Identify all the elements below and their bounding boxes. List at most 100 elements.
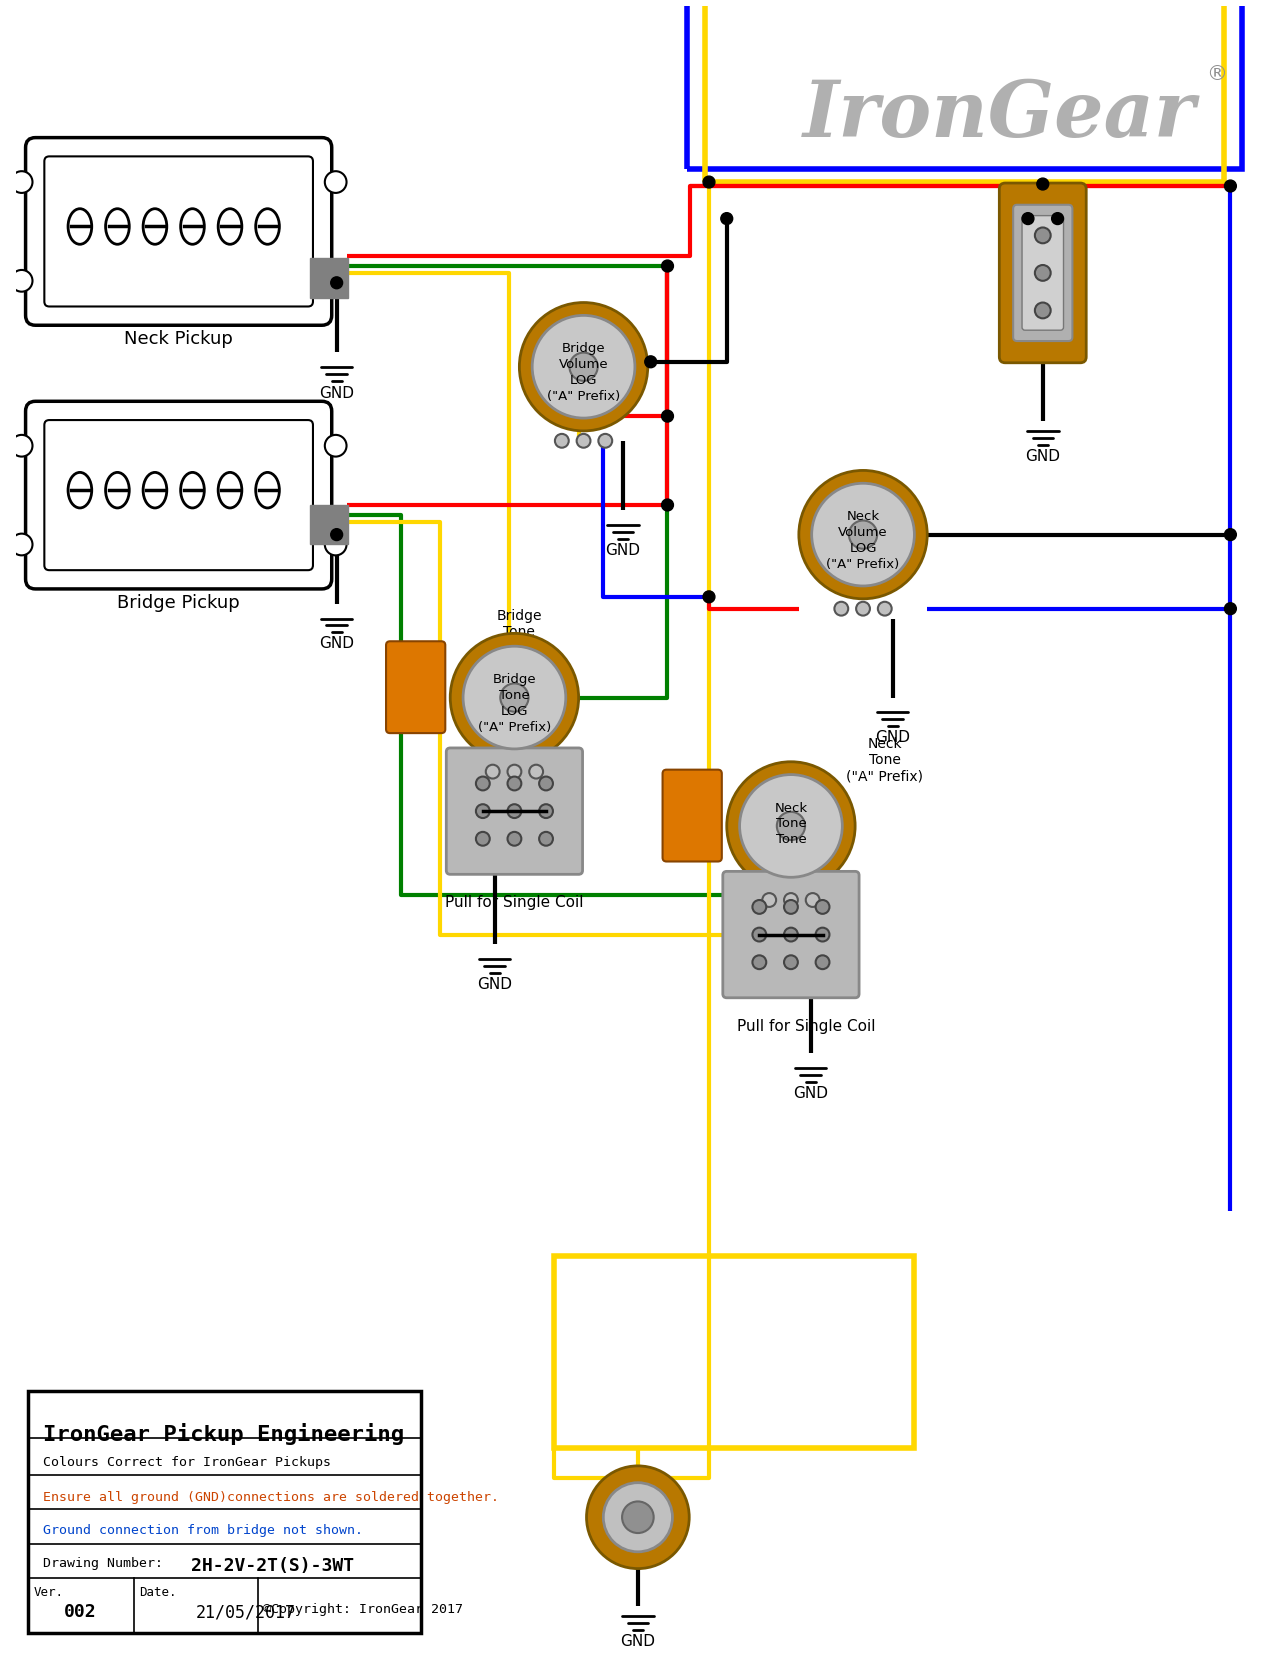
Text: GND: GND xyxy=(477,978,513,993)
Text: GND: GND xyxy=(620,1634,655,1649)
Text: Drawing Number:: Drawing Number: xyxy=(43,1556,163,1569)
Circle shape xyxy=(1225,529,1236,540)
Circle shape xyxy=(753,900,767,915)
Text: ("A" Prefix): ("A" Prefix) xyxy=(477,721,551,734)
Circle shape xyxy=(816,928,830,941)
Circle shape xyxy=(763,893,777,906)
Circle shape xyxy=(11,534,33,555)
Text: GND: GND xyxy=(875,731,911,746)
FancyBboxPatch shape xyxy=(386,641,446,732)
Circle shape xyxy=(662,260,673,272)
FancyBboxPatch shape xyxy=(722,872,859,998)
Text: Tone: Tone xyxy=(499,689,529,703)
Circle shape xyxy=(662,499,673,510)
Circle shape xyxy=(1052,212,1063,224)
Circle shape xyxy=(554,434,568,447)
Bar xyxy=(705,0,1225,182)
Circle shape xyxy=(586,1466,690,1569)
Text: IronGear Pickup Engineering: IronGear Pickup Engineering xyxy=(43,1423,404,1445)
Circle shape xyxy=(599,434,613,447)
Circle shape xyxy=(325,434,346,457)
Ellipse shape xyxy=(218,209,241,244)
Text: Bridge Pickup: Bridge Pickup xyxy=(117,593,240,611)
FancyBboxPatch shape xyxy=(1022,215,1063,330)
Ellipse shape xyxy=(68,209,92,244)
Text: IronGear: IronGear xyxy=(803,78,1196,154)
Circle shape xyxy=(784,893,798,906)
Circle shape xyxy=(325,534,346,555)
Circle shape xyxy=(508,832,522,845)
Circle shape xyxy=(1225,181,1236,192)
Text: 21/05/2017: 21/05/2017 xyxy=(196,1604,296,1621)
Text: Ground connection from bridge not shown.: Ground connection from bridge not shown. xyxy=(43,1524,364,1538)
Circle shape xyxy=(476,804,490,819)
Circle shape xyxy=(450,633,578,762)
Circle shape xyxy=(1034,265,1051,280)
FancyBboxPatch shape xyxy=(44,156,313,307)
Text: GND: GND xyxy=(605,542,640,557)
Ellipse shape xyxy=(106,472,129,509)
Circle shape xyxy=(486,766,500,779)
Circle shape xyxy=(1034,227,1051,244)
Circle shape xyxy=(11,270,33,292)
Circle shape xyxy=(464,646,566,749)
FancyBboxPatch shape xyxy=(999,182,1086,363)
Text: GND: GND xyxy=(320,636,354,651)
Circle shape xyxy=(703,176,715,187)
Text: Neck Pickup: Neck Pickup xyxy=(124,330,234,348)
Ellipse shape xyxy=(143,472,167,509)
Circle shape xyxy=(476,832,490,845)
Circle shape xyxy=(1034,303,1051,318)
FancyBboxPatch shape xyxy=(25,401,332,588)
Circle shape xyxy=(11,434,33,457)
Circle shape xyxy=(806,893,820,906)
Text: Ensure all ground (GND)connections are soldered together.: Ensure all ground (GND)connections are s… xyxy=(43,1491,499,1503)
Circle shape xyxy=(784,900,798,915)
Text: LOG: LOG xyxy=(849,542,877,555)
Circle shape xyxy=(570,353,597,381)
FancyBboxPatch shape xyxy=(25,138,332,325)
Circle shape xyxy=(835,601,849,616)
Circle shape xyxy=(740,774,842,877)
Bar xyxy=(554,1256,914,1448)
Text: ("A" Prefix): ("A" Prefix) xyxy=(826,558,899,570)
Text: Colours Correct for IronGear Pickups: Colours Correct for IronGear Pickups xyxy=(43,1457,331,1470)
Text: 2H-2V-2T(S)-3WT: 2H-2V-2T(S)-3WT xyxy=(191,1556,354,1574)
Circle shape xyxy=(508,804,522,819)
Circle shape xyxy=(878,601,892,616)
Ellipse shape xyxy=(143,209,167,244)
Circle shape xyxy=(529,766,543,779)
Circle shape xyxy=(798,471,927,598)
Text: Neck
Tone
("A" Prefix): Neck Tone ("A" Prefix) xyxy=(846,737,923,784)
Circle shape xyxy=(11,171,33,192)
Bar xyxy=(687,0,1243,169)
Ellipse shape xyxy=(106,209,129,244)
Text: ("A" Prefix): ("A" Prefix) xyxy=(547,389,620,403)
Circle shape xyxy=(577,434,591,447)
Circle shape xyxy=(1225,603,1236,615)
Ellipse shape xyxy=(255,472,279,509)
Circle shape xyxy=(532,315,635,418)
Circle shape xyxy=(325,270,346,292)
Text: Volume: Volume xyxy=(839,527,888,539)
Text: Bridge: Bridge xyxy=(562,343,605,356)
Text: Volume: Volume xyxy=(558,358,609,371)
Ellipse shape xyxy=(181,209,205,244)
Circle shape xyxy=(508,766,522,779)
Circle shape xyxy=(508,777,522,790)
Text: Ver.: Ver. xyxy=(34,1586,63,1599)
Bar xyxy=(309,258,347,298)
Text: LOG: LOG xyxy=(570,374,597,388)
Circle shape xyxy=(721,212,733,224)
Bar xyxy=(309,505,347,545)
Circle shape xyxy=(726,762,855,890)
Circle shape xyxy=(539,832,553,845)
Circle shape xyxy=(1037,177,1048,191)
Circle shape xyxy=(856,601,870,616)
Circle shape xyxy=(331,277,342,288)
Circle shape xyxy=(703,592,715,603)
Text: ©Copyright: IronGear 2017: ©Copyright: IronGear 2017 xyxy=(263,1604,462,1616)
FancyBboxPatch shape xyxy=(44,421,313,570)
Text: Tone: Tone xyxy=(775,817,806,830)
Ellipse shape xyxy=(255,209,279,244)
